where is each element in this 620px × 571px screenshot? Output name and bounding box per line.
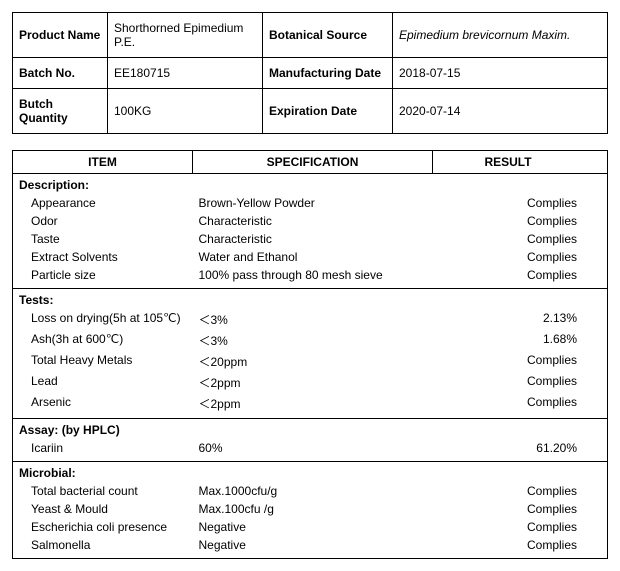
table-row: Total bacterial countMax.1000cfu/gCompli… [13, 482, 608, 500]
item-cell: Appearance [13, 194, 193, 212]
item-cell: Particle size [13, 266, 193, 289]
table-row: AppearanceBrown-Yellow PowderComplies [13, 194, 608, 212]
cell [433, 174, 608, 195]
spec-cell: Negative [193, 518, 433, 536]
result-cell: Complies [433, 482, 608, 500]
table-row: Particle size100% pass through 80 mesh s… [13, 266, 608, 289]
table-row: Lead＜2ppmComplies [13, 372, 608, 393]
spec-header-row: ITEM SPECIFICATION RESULT [13, 151, 608, 174]
result-cell: Complies [433, 230, 608, 248]
header-label: Botanical Source [263, 13, 393, 58]
table-row: TasteCharacteristicComplies [13, 230, 608, 248]
header-value: 100KG [108, 89, 263, 134]
header-value: Epimedium brevicornum Maxim. [393, 13, 608, 58]
result-cell: Complies [433, 518, 608, 536]
spec-cell: Max.100cfu /g [193, 500, 433, 518]
table-row: Icariin60%61.20% [13, 439, 608, 462]
col-item-header: ITEM [13, 151, 193, 174]
result-cell: 2.13% [433, 309, 608, 330]
spec-cell: 60% [193, 439, 433, 462]
item-cell: Odor [13, 212, 193, 230]
specification-table: ITEM SPECIFICATION RESULT Description:Ap… [12, 150, 608, 559]
spec-cell: ＜3% [193, 309, 433, 330]
item-cell: Arsenic [13, 393, 193, 419]
item-cell: Icariin [13, 439, 193, 462]
table-row: Ash(3h at 600℃)＜3%1.68% [13, 330, 608, 351]
cell [433, 419, 608, 440]
table-row: Extract SolventsWater and EthanolComplie… [13, 248, 608, 266]
item-cell: Loss on drying(5h at 105℃) [13, 309, 193, 330]
header-label: Butch Quantity [13, 89, 108, 134]
header-label: Batch No. [13, 58, 108, 89]
spec-cell: ＜20ppm [193, 351, 433, 372]
item-cell: Extract Solvents [13, 248, 193, 266]
header-label: Product Name [13, 13, 108, 58]
header-row: Product NameShorthorned Epimedium P.E.Bo… [13, 13, 608, 58]
result-cell: Complies [433, 248, 608, 266]
header-label: Manufacturing Date [263, 58, 393, 89]
section-title: Microbial: [13, 462, 193, 483]
table-row: Arsenic＜2ppmComplies [13, 393, 608, 419]
table-row: OdorCharacteristicComplies [13, 212, 608, 230]
cell [193, 174, 433, 195]
header-row: Butch Quantity100KGExpiration Date2020-0… [13, 89, 608, 134]
spec-cell: ＜2ppm [193, 372, 433, 393]
col-result-header: RESULT [433, 151, 608, 174]
cell [193, 419, 433, 440]
spec-cell: Brown-Yellow Powder [193, 194, 433, 212]
item-cell: Yeast & Mould [13, 500, 193, 518]
spec-cell: 100% pass through 80 mesh sieve [193, 266, 433, 289]
result-cell: Complies [433, 194, 608, 212]
header-value: 2020-07-14 [393, 89, 608, 134]
section-title: Tests: [13, 289, 193, 310]
cell [433, 462, 608, 483]
item-cell: Ash(3h at 600℃) [13, 330, 193, 351]
header-body: Product NameShorthorned Epimedium P.E.Bo… [13, 13, 608, 134]
header-value: 2018-07-15 [393, 58, 608, 89]
section-title: Assay: (by HPLC) [13, 419, 193, 440]
cell [193, 462, 433, 483]
spec-cell: Characteristic [193, 230, 433, 248]
header-label: Expiration Date [263, 89, 393, 134]
result-cell: Complies [433, 266, 608, 289]
item-cell: Escherichia coli presence [13, 518, 193, 536]
spec-cell: Water and Ethanol [193, 248, 433, 266]
item-cell: Salmonella [13, 536, 193, 559]
header-row: Batch No.EE180715Manufacturing Date2018-… [13, 58, 608, 89]
item-cell: Total bacterial count [13, 482, 193, 500]
result-cell: Complies [433, 500, 608, 518]
section-header-row: Description: [13, 174, 608, 195]
result-cell: Complies [433, 351, 608, 372]
item-cell: Total Heavy Metals [13, 351, 193, 372]
table-row: Total Heavy Metals＜20ppmComplies [13, 351, 608, 372]
section-header-row: Microbial: [13, 462, 608, 483]
result-cell: Complies [433, 536, 608, 559]
spec-cell: Characteristic [193, 212, 433, 230]
result-cell: Complies [433, 372, 608, 393]
cell [193, 289, 433, 310]
item-cell: Lead [13, 372, 193, 393]
cell [433, 289, 608, 310]
table-row: Yeast & MouldMax.100cfu /gComplies [13, 500, 608, 518]
product-header-table: Product NameShorthorned Epimedium P.E.Bo… [12, 12, 608, 134]
result-cell: 61.20% [433, 439, 608, 462]
table-row: Loss on drying(5h at 105℃)＜3%2.13% [13, 309, 608, 330]
result-cell: 1.68% [433, 330, 608, 351]
spec-cell: Negative [193, 536, 433, 559]
spec-cell: ＜3% [193, 330, 433, 351]
section-header-row: Tests: [13, 289, 608, 310]
spec-cell: ＜2ppm [193, 393, 433, 419]
header-value: Shorthorned Epimedium P.E. [108, 13, 263, 58]
section-header-row: Assay: (by HPLC) [13, 419, 608, 440]
result-cell: Complies [433, 393, 608, 419]
result-cell: Complies [433, 212, 608, 230]
table-row: Escherichia coli presenceNegativeComplie… [13, 518, 608, 536]
section-title: Description: [13, 174, 193, 195]
table-row: SalmonellaNegativeComplies [13, 536, 608, 559]
spec-body: Description:AppearanceBrown-Yellow Powde… [13, 174, 608, 559]
col-spec-header: SPECIFICATION [193, 151, 433, 174]
header-value: EE180715 [108, 58, 263, 89]
item-cell: Taste [13, 230, 193, 248]
spec-cell: Max.1000cfu/g [193, 482, 433, 500]
